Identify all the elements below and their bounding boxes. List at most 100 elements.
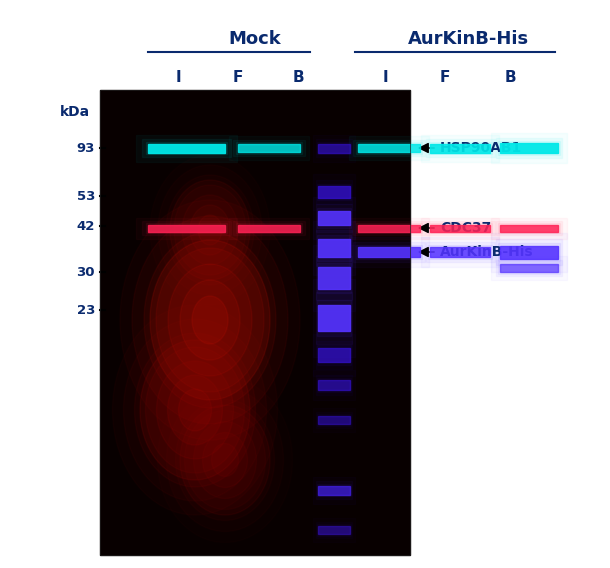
Bar [500, 224, 558, 232]
Bar [313, 334, 355, 376]
Bar [315, 375, 353, 395]
Bar [100, 90, 410, 555]
Bar [353, 221, 425, 235]
Ellipse shape [180, 405, 270, 515]
Bar [315, 481, 353, 499]
Bar [318, 486, 350, 495]
Ellipse shape [190, 205, 230, 255]
Bar [500, 264, 558, 272]
Bar [349, 136, 429, 160]
Text: 30: 30 [76, 265, 95, 278]
Bar [313, 370, 355, 400]
Bar [426, 242, 495, 262]
Text: F: F [440, 70, 450, 85]
Text: HSP90AB1: HSP90AB1 [440, 141, 522, 155]
Bar [498, 223, 560, 233]
Ellipse shape [193, 421, 256, 499]
Bar [496, 221, 562, 235]
Text: 93: 93 [77, 141, 95, 154]
Bar [317, 183, 351, 201]
Bar [428, 245, 492, 259]
Bar [356, 245, 422, 259]
Bar [229, 218, 309, 239]
Bar [317, 208, 351, 228]
Text: CDC37: CDC37 [440, 221, 491, 235]
Bar [317, 141, 351, 154]
Bar [353, 242, 425, 262]
Bar [313, 221, 355, 275]
Bar [498, 243, 560, 261]
Bar [500, 143, 558, 153]
Ellipse shape [134, 333, 256, 487]
Bar [229, 136, 309, 160]
Text: B: B [504, 70, 516, 85]
Bar [358, 224, 420, 232]
Bar [148, 144, 225, 152]
Bar [318, 211, 350, 225]
Bar [430, 144, 490, 152]
Bar [142, 221, 231, 235]
Bar [236, 223, 302, 233]
Bar [315, 522, 353, 538]
Bar [317, 262, 351, 294]
Bar [313, 477, 355, 503]
Bar [498, 141, 560, 155]
Bar [500, 245, 558, 258]
Bar [317, 378, 351, 392]
Bar [318, 416, 350, 424]
Bar [428, 141, 492, 154]
Bar [318, 380, 350, 390]
Ellipse shape [156, 248, 264, 392]
Bar [236, 143, 302, 153]
Text: B: B [292, 70, 304, 85]
Bar [234, 140, 304, 156]
Bar [313, 197, 355, 239]
Text: 23: 23 [77, 303, 95, 316]
Ellipse shape [132, 216, 288, 424]
Bar [317, 345, 351, 365]
Bar [317, 524, 351, 536]
Bar [146, 223, 228, 233]
Bar [428, 223, 492, 233]
Bar [142, 139, 231, 157]
Ellipse shape [157, 361, 234, 459]
Bar [148, 224, 225, 232]
Bar [426, 221, 495, 235]
Bar [137, 218, 237, 239]
Ellipse shape [180, 280, 240, 360]
Bar [349, 218, 429, 239]
Ellipse shape [168, 375, 223, 445]
Bar [313, 135, 355, 161]
Bar [317, 235, 351, 261]
Bar [317, 415, 351, 425]
Ellipse shape [212, 444, 239, 477]
Text: Mock: Mock [229, 30, 281, 48]
Bar [318, 526, 350, 534]
Bar [430, 247, 490, 257]
Bar [496, 239, 562, 265]
Bar [238, 224, 300, 232]
Bar [313, 279, 355, 357]
Bar [318, 267, 350, 289]
Ellipse shape [198, 215, 222, 245]
Bar [313, 408, 355, 432]
Bar [313, 174, 355, 210]
Bar [496, 138, 562, 158]
Bar [238, 144, 300, 152]
Bar [315, 292, 353, 344]
Bar [315, 230, 353, 266]
Bar [430, 224, 490, 232]
Text: 42: 42 [77, 219, 95, 232]
Bar [349, 237, 429, 267]
Text: F: F [233, 70, 243, 85]
Bar [491, 218, 567, 239]
Bar [491, 232, 567, 272]
Ellipse shape [203, 432, 248, 487]
Bar [421, 237, 499, 267]
Ellipse shape [179, 389, 212, 431]
Bar [315, 180, 353, 204]
Text: I: I [175, 70, 181, 85]
Text: 53: 53 [77, 190, 95, 203]
Bar [318, 144, 350, 152]
Bar [491, 256, 567, 280]
